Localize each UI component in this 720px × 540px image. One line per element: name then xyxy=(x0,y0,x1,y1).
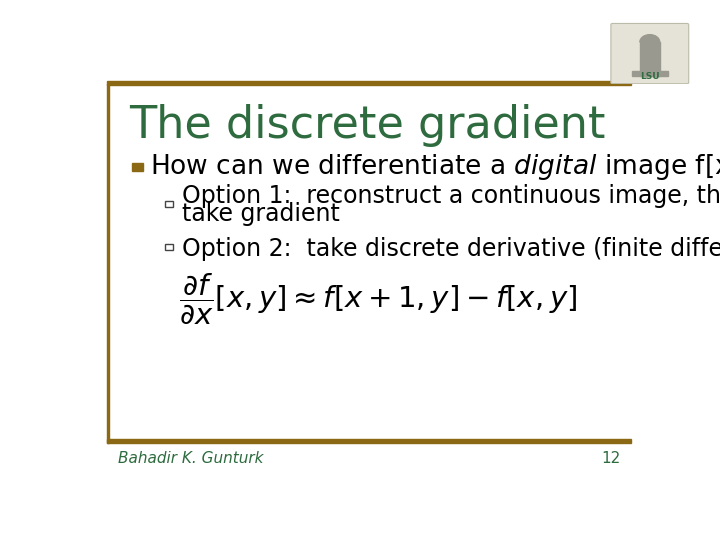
Text: $\dfrac{\partial f}{\partial x}[x, y] \approx f[x+1, y] - f[x, y]$: $\dfrac{\partial f}{\partial x}[x, y] \a… xyxy=(179,272,577,327)
Text: How can we differentiate a $\it{digital}$ image f[x,y]?: How can we differentiate a $\it{digital}… xyxy=(150,152,720,181)
Bar xyxy=(166,201,173,207)
Bar xyxy=(132,163,143,171)
Bar xyxy=(107,84,109,443)
Bar xyxy=(107,439,631,443)
Bar xyxy=(631,71,668,76)
Text: Option 2:  take discrete derivative (finite difference): Option 2: take discrete derivative (fini… xyxy=(182,237,720,261)
Wedge shape xyxy=(640,35,660,42)
Bar xyxy=(107,80,631,85)
Bar xyxy=(640,42,660,76)
Text: Bahadir K. Gunturk: Bahadir K. Gunturk xyxy=(118,451,264,465)
Text: LSU: LSU xyxy=(640,72,660,81)
Text: 12: 12 xyxy=(601,451,620,465)
Bar xyxy=(166,245,173,250)
Text: Option 1:  reconstruct a continuous image, then: Option 1: reconstruct a continuous image… xyxy=(182,184,720,208)
Text: The discrete gradient: The discrete gradient xyxy=(129,104,606,147)
FancyBboxPatch shape xyxy=(611,23,689,84)
Text: take gradient: take gradient xyxy=(182,202,340,226)
